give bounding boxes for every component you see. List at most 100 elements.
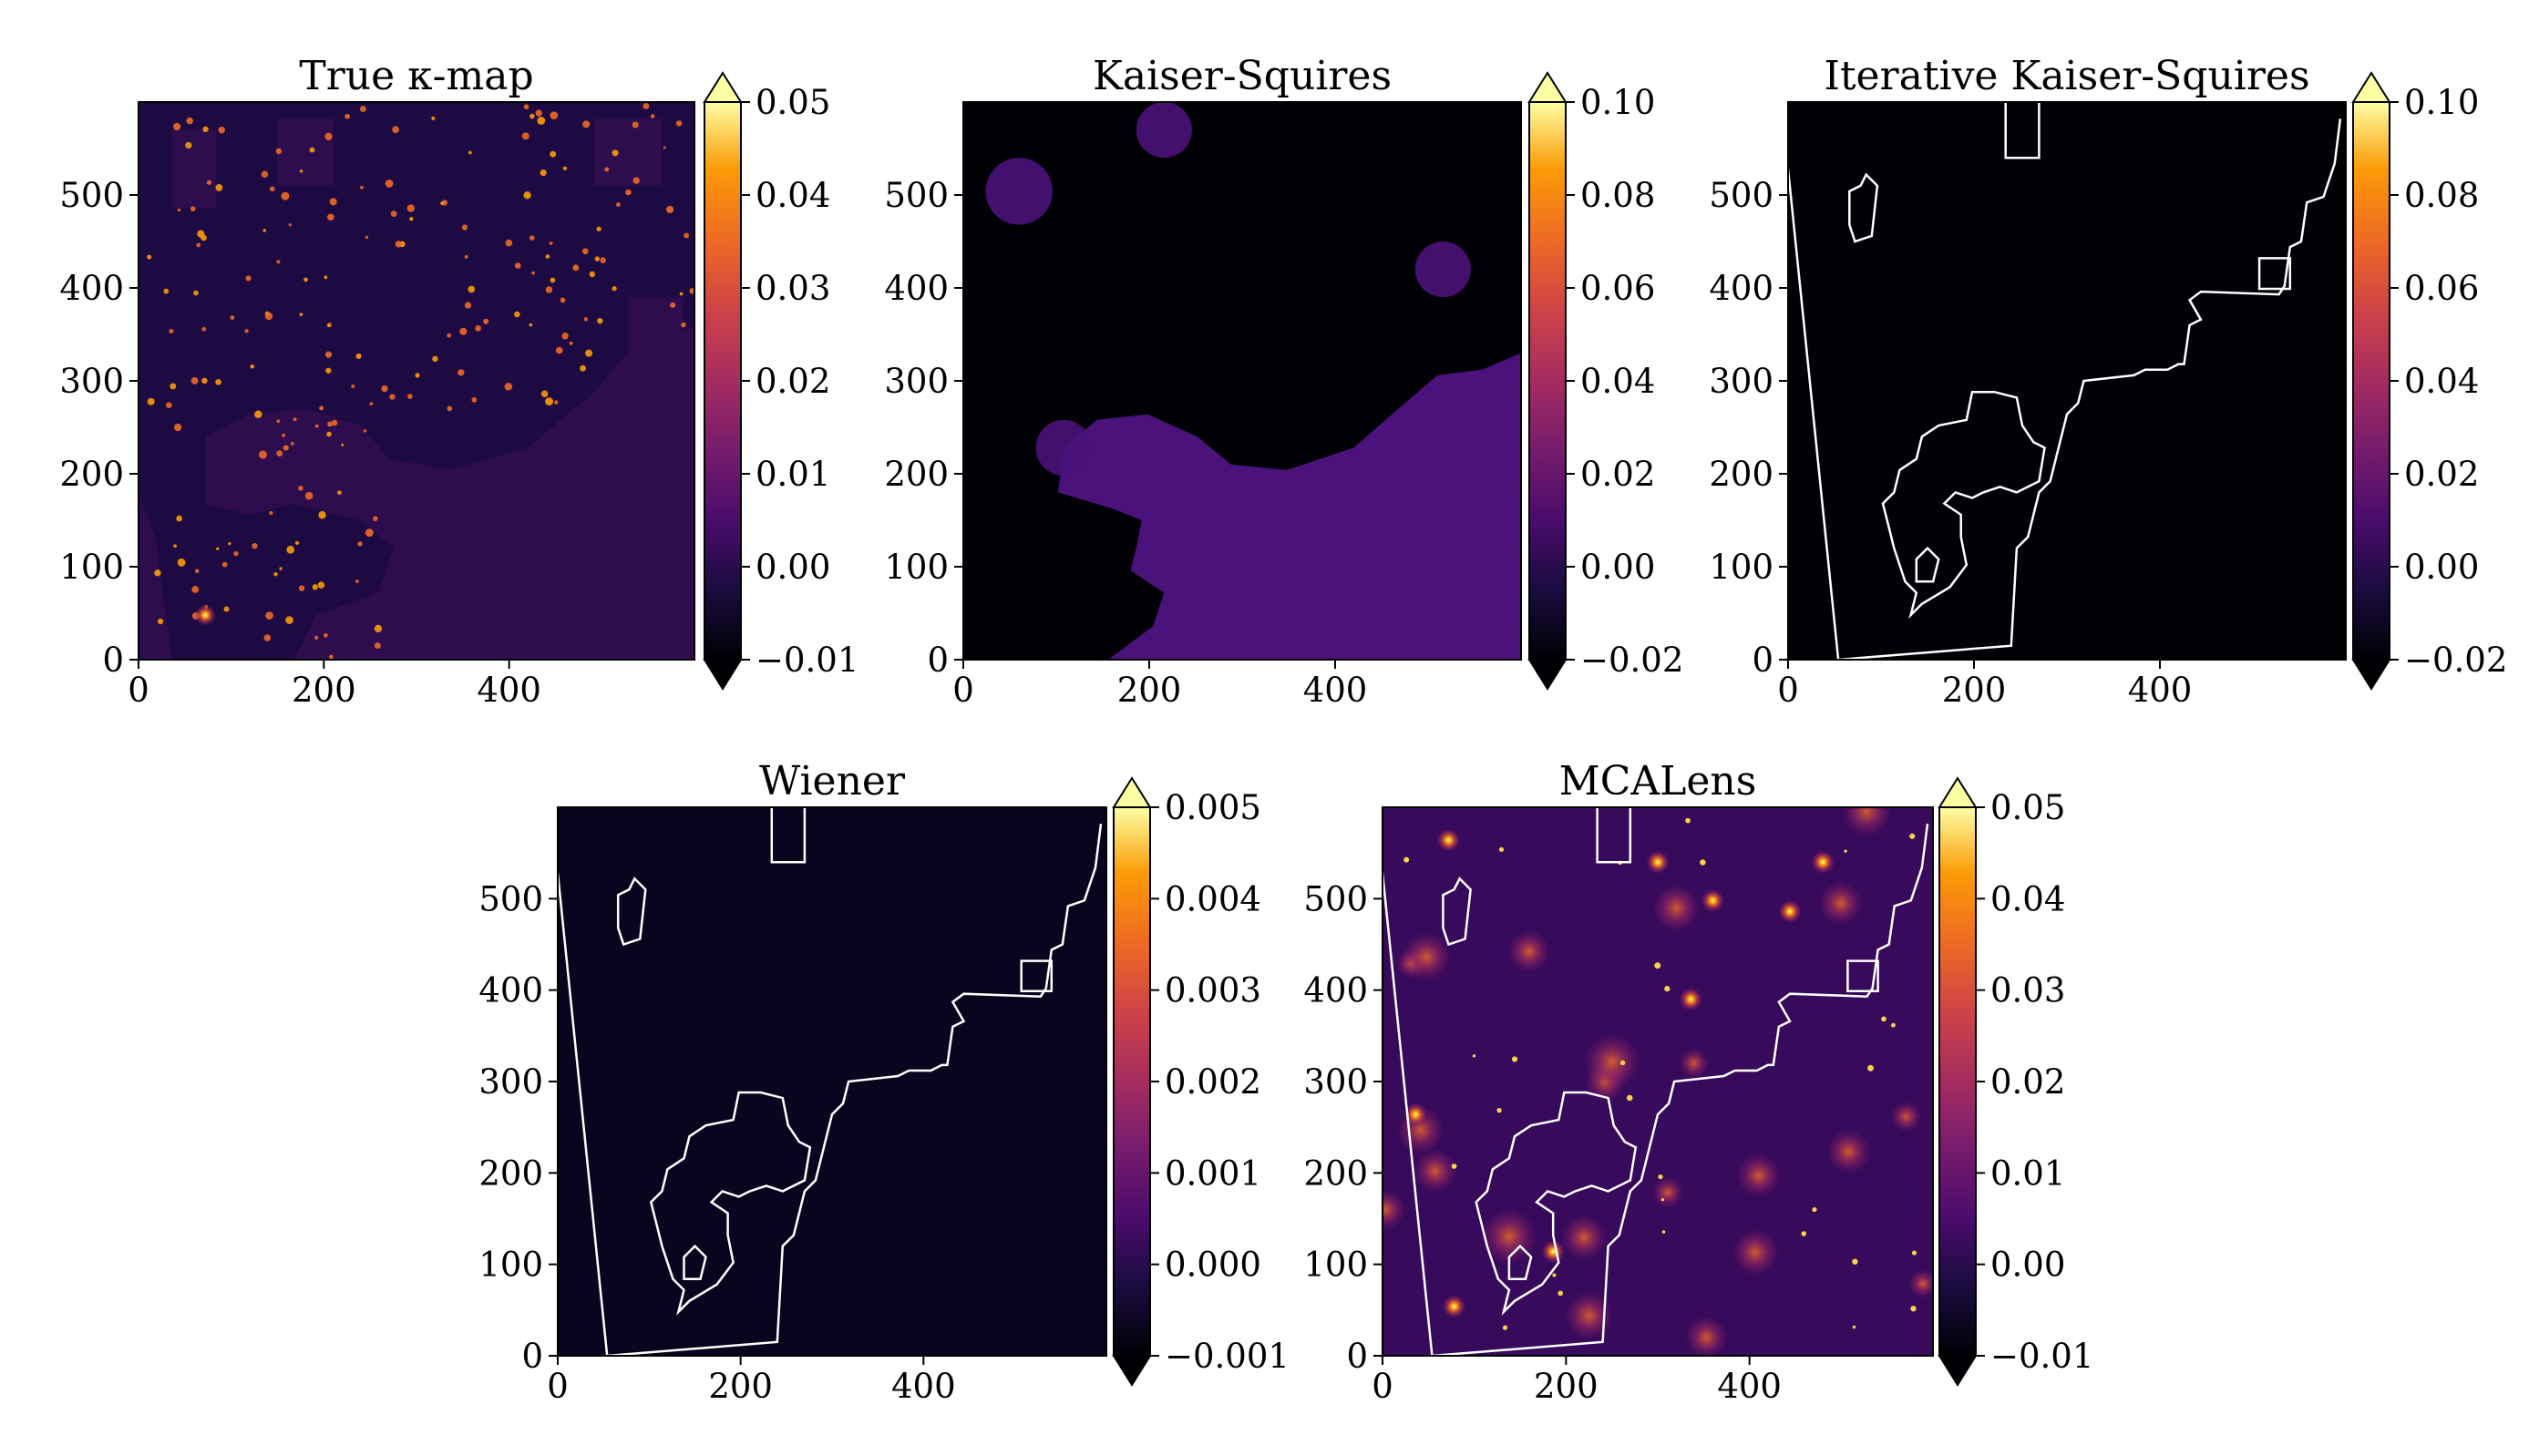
colorbar-extend-min: [1112, 1355, 1152, 1387]
mask-outline: [558, 807, 1103, 1356]
colorbar-tick-label: 0.04: [1990, 879, 2065, 918]
colorbar: 0.05 0.04 0.03 0.02 0.01 0.00 −0.01: [1938, 776, 2093, 1387]
y-tick-label: 100: [1303, 1246, 1368, 1285]
y-tick-label: 400: [1709, 269, 1773, 308]
y-tick-label: 200: [59, 455, 124, 494]
colorbar-tick-label: 0.06: [2404, 269, 2479, 308]
y-tick-label: 400: [884, 269, 949, 308]
y-tick-label: 500: [59, 176, 124, 215]
y-tick-label: 500: [884, 176, 949, 215]
colorbar: 0.10 0.08 0.06 0.04 0.02 0.00 −0.02: [2351, 71, 2507, 691]
colorbar-tick-label: 0.05: [756, 83, 830, 122]
x-tick-label: 400: [891, 1367, 956, 1406]
colorbar-tick-label: 0.005: [1165, 788, 1261, 827]
colorbar-extend-min: [2351, 659, 2391, 691]
x-tick-label: 0: [547, 1367, 569, 1406]
panel-title: Wiener: [759, 758, 906, 805]
y-tick-label: 0: [1752, 641, 1773, 680]
x-tick-label: 0: [1372, 1367, 1393, 1406]
y-tick-label: 300: [478, 1062, 543, 1102]
panel-title: True κ-map: [299, 53, 533, 99]
colorbar-extend-min: [1527, 659, 1568, 691]
colorbar-extend-max: [1112, 776, 1152, 808]
colorbar-tick-label: −0.001: [1165, 1337, 1290, 1376]
x-tick-label: 400: [1717, 1367, 1782, 1406]
heatmap-image: [558, 807, 1106, 1356]
colorbar-tick-label: 0.004: [1165, 879, 1261, 918]
colorbar-tick-label: 0.002: [1165, 1062, 1261, 1102]
colorbar-extend-max: [703, 71, 743, 103]
colorbar-tick-label: 0.10: [2404, 83, 2479, 122]
y-tick-label: 100: [59, 548, 124, 587]
colorbar-extend-min: [1938, 1355, 1978, 1387]
x-tick-label: 200: [1942, 671, 2007, 710]
colorbar-tick-label: 0.08: [2404, 176, 2479, 215]
colorbar-tick-label: 0.04: [756, 176, 830, 215]
colorbar-tick-label: 0.10: [1580, 83, 1655, 122]
y-tick-label: 400: [59, 269, 124, 308]
y-tick-label: 200: [478, 1154, 543, 1193]
y-tick-label: 0: [521, 1337, 543, 1376]
colorbar: 0.10 0.08 0.06 0.04 0.02 0.00 −0.02: [1527, 71, 1683, 691]
colorbar-tick-label: 0.04: [1580, 362, 1655, 401]
colorbar-tick-label: −0.02: [1580, 641, 1683, 680]
panel-title: MCALens: [1559, 758, 1757, 805]
colorbar-tick-label: −0.01: [1990, 1337, 2093, 1376]
colorbar-tick-label: 0.01: [1990, 1154, 2065, 1193]
colorbar-extend-max: [2351, 71, 2391, 103]
colorbar-tick-label: −0.02: [2404, 641, 2507, 680]
colorbar-tick-label: 0.02: [1580, 455, 1655, 494]
panel-3: Iterative Kaiser-Squires 0 200 400 0 100 200 30…: [1709, 53, 2507, 710]
colorbar-tick-label: 0.08: [1580, 176, 1655, 215]
panel-2: Kaiser-Squires 0 200 400 0 100 200 300 400 500 0.1…: [884, 53, 1683, 710]
colorbar-tick-label: 0.00: [756, 548, 830, 587]
colorbar-extend-max: [1527, 71, 1568, 103]
x-tick-label: 400: [477, 671, 541, 710]
y-tick-label: 500: [1709, 176, 1773, 215]
colorbar-tick-label: 0.00: [2404, 548, 2479, 587]
colorbar: 0.05 0.04 0.03 0.02 0.01 0.00 −0.01: [703, 71, 858, 691]
x-tick-label: 0: [128, 671, 149, 710]
x-tick-label: 200: [708, 1367, 773, 1406]
y-tick-label: 100: [478, 1246, 543, 1285]
heatmap-image: [1788, 102, 2346, 660]
x-tick-label: 0: [1777, 671, 1799, 710]
colorbar-tick-label: 0.03: [756, 269, 830, 308]
y-tick-label: 500: [478, 879, 543, 918]
colorbar-extend-max: [1938, 776, 1978, 808]
y-tick-label: 300: [1303, 1062, 1368, 1102]
y-tick-label: 400: [1303, 971, 1368, 1010]
panel-title: Iterative Kaiser-Squires: [1824, 53, 2309, 99]
y-tick-label: 0: [1346, 1337, 1368, 1376]
colorbar-tick-label: 0.04: [2404, 362, 2479, 401]
heatmap-image: [139, 102, 694, 660]
colorbar-tick-label: 0.003: [1165, 971, 1261, 1010]
x-tick-label: 200: [1117, 671, 1182, 710]
colorbar-extend-min: [703, 659, 743, 691]
colorbar: 0.005 0.004 0.003 0.002 0.001 0.000 −0.001: [1112, 776, 1290, 1387]
colorbar-tick-label: 0.02: [1990, 1062, 2065, 1102]
colorbar-tick-label: 0.02: [756, 362, 830, 401]
y-tick-label: 500: [1303, 879, 1368, 918]
y-tick-label: 300: [884, 362, 949, 401]
colorbar-tick-label: 0.03: [1990, 971, 2065, 1010]
panel-title: Kaiser-Squires: [1093, 53, 1392, 99]
colorbar-tick-label: −0.01: [756, 641, 858, 680]
x-tick-label: 400: [1303, 671, 1368, 710]
heatmap-image: [963, 102, 1521, 660]
y-tick-label: 300: [59, 362, 124, 401]
y-tick-label: 200: [884, 455, 949, 494]
x-tick-label: 0: [952, 671, 974, 710]
mask-outline: [1383, 807, 1929, 1356]
heatmap-image: [1383, 807, 1933, 1356]
x-tick-label: 400: [2128, 671, 2193, 710]
y-tick-label: 100: [884, 548, 949, 587]
y-tick-label: 0: [927, 641, 949, 680]
colorbar-tick-label: 0.01: [756, 455, 830, 494]
colorbar-tick-label: 0.05: [1990, 788, 2065, 827]
y-tick-label: 200: [1709, 455, 1773, 494]
